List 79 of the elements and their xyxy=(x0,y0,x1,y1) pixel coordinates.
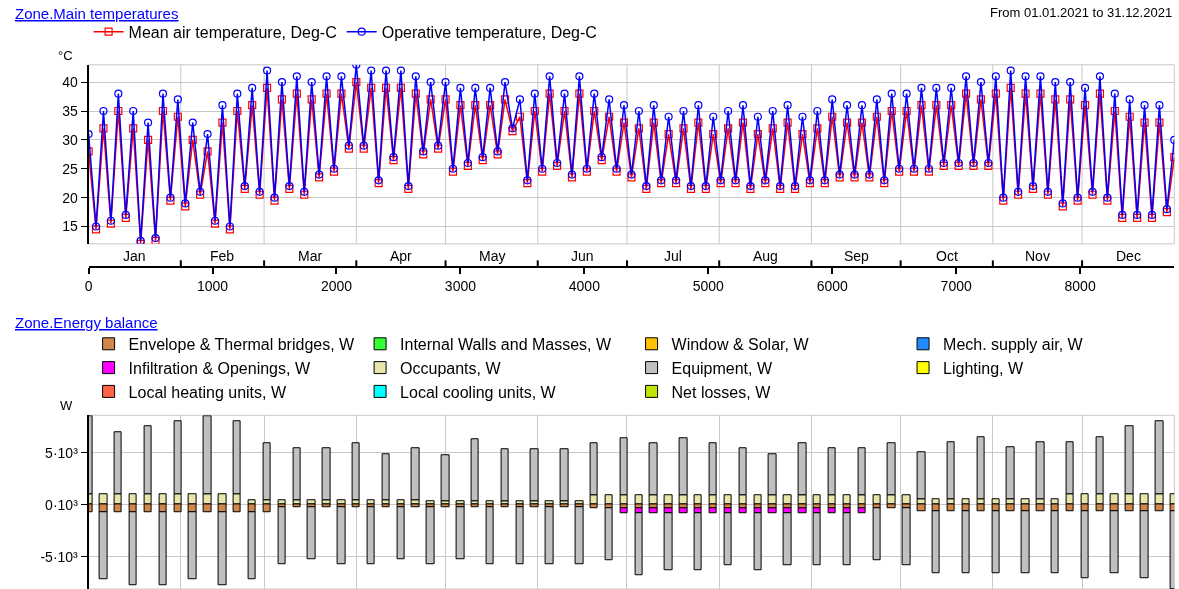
text: Apr xyxy=(390,248,413,264)
bar xyxy=(842,494,851,505)
bar xyxy=(648,507,658,514)
text: Dec xyxy=(1116,248,1141,264)
legend-label: Mech. supply air, W xyxy=(943,336,1084,354)
x-tick-label: 0 xyxy=(84,278,93,295)
bar xyxy=(708,507,717,514)
y-tick-label: 30 xyxy=(62,131,79,148)
legend-label: Lighting, W xyxy=(943,359,1024,377)
bar xyxy=(1005,503,1015,512)
bar xyxy=(678,507,688,514)
text: Sep xyxy=(844,248,870,264)
bar xyxy=(946,503,955,512)
x-tick-label: 5000 xyxy=(692,278,725,295)
bar xyxy=(916,503,926,512)
bar xyxy=(976,503,985,512)
bar xyxy=(797,507,807,514)
y-tick-label: 0·10³ xyxy=(45,496,79,513)
text: Jun xyxy=(571,248,594,264)
y-tick-label: 15 xyxy=(62,218,79,235)
bar xyxy=(277,499,286,505)
bar xyxy=(782,494,792,505)
text: Nov xyxy=(1025,248,1050,264)
bar xyxy=(1035,503,1045,512)
legend-label: Net losses, W xyxy=(671,383,772,401)
text: Mar xyxy=(298,248,323,264)
x-tick-label: 6000 xyxy=(816,278,849,295)
legend-label: Equipment, W xyxy=(671,359,773,377)
legend-label: Window & Solar, W xyxy=(671,336,810,354)
bar xyxy=(619,507,628,514)
bar xyxy=(723,494,732,505)
legend-label: Internal Walls and Masses, W xyxy=(400,336,613,354)
bar xyxy=(663,494,673,505)
bar xyxy=(827,507,836,514)
bar xyxy=(872,494,881,505)
bar xyxy=(306,499,316,505)
x-tick-label: 2000 xyxy=(320,278,353,295)
bar xyxy=(857,507,866,514)
x-tick-label: 1000 xyxy=(196,278,229,295)
legend-label: Local heating units, W xyxy=(128,383,287,401)
text: May xyxy=(479,248,506,264)
y-tick-label: 35 xyxy=(62,102,79,119)
bar xyxy=(634,494,643,505)
legend-label: Occupants, W xyxy=(400,359,502,377)
bar xyxy=(753,494,762,505)
text: Feb xyxy=(210,248,235,264)
legend-label: Mean air temperature, Deg-C xyxy=(128,23,337,41)
y-axis-title: °C xyxy=(58,48,73,63)
chart-subtitle: From 01.01.2021 to 31.12.2021 xyxy=(990,5,1173,20)
y-tick-label: -5·10³ xyxy=(40,548,79,565)
legend-label: Infiltration & Openings, W xyxy=(128,359,311,377)
y-axis-title: W xyxy=(60,398,73,413)
bar xyxy=(738,507,747,514)
text: Aug xyxy=(753,248,778,264)
bar xyxy=(262,503,271,513)
bar xyxy=(767,507,777,514)
bar xyxy=(396,499,405,505)
legend-label: Operative temperature, Deg-C xyxy=(381,23,597,41)
y-tick-label: 5·10³ xyxy=(45,444,79,461)
bar xyxy=(693,494,702,505)
x-tick-label: 7000 xyxy=(940,278,972,295)
bar xyxy=(604,494,613,505)
y-tick-label: 20 xyxy=(62,189,79,206)
x-tick-label: 3000 xyxy=(444,278,477,295)
chart-title: Zone.Energy balance xyxy=(15,314,158,331)
bar xyxy=(336,499,346,505)
text: Jul xyxy=(664,248,682,264)
text: Jan xyxy=(123,248,146,264)
y-tick-label: 25 xyxy=(62,160,79,177)
legend-label: Local cooling units, W xyxy=(400,383,557,401)
bar xyxy=(812,494,821,505)
chart-title: Zone.Main temperatures xyxy=(15,5,179,22)
x-tick-label: 4000 xyxy=(568,278,601,295)
text: Oct xyxy=(936,248,958,264)
y-tick-label: 40 xyxy=(62,74,79,91)
bar xyxy=(366,499,375,505)
bar xyxy=(901,494,911,505)
legend-label: Envelope & Thermal bridges, W xyxy=(128,336,356,354)
x-tick-label: 8000 xyxy=(1064,278,1096,295)
